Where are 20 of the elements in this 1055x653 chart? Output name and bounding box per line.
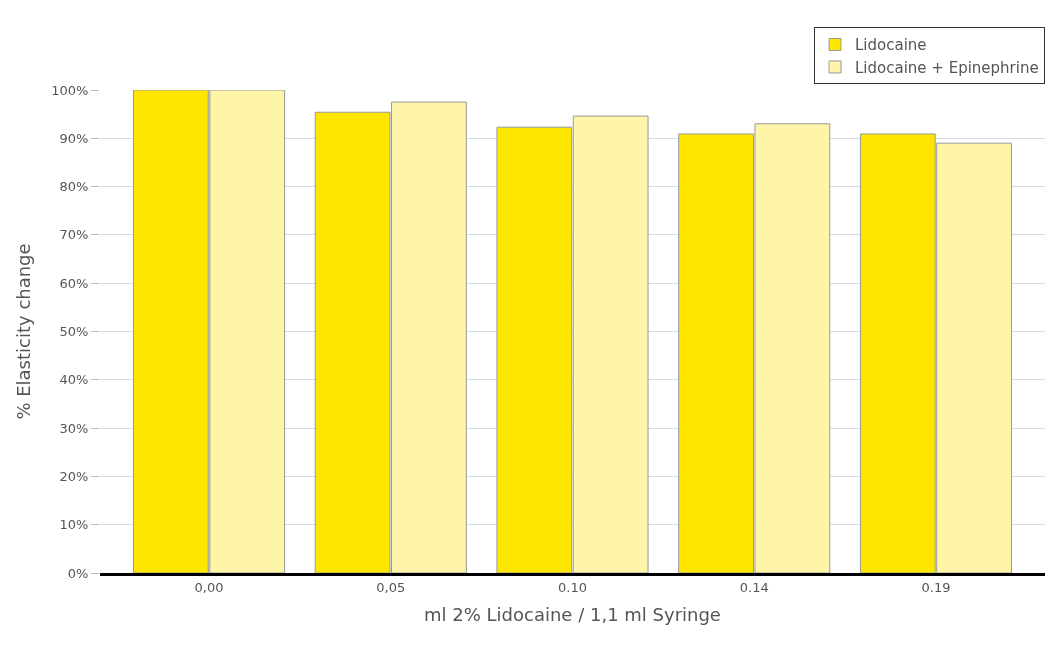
y-tick-label: 50% [59,324,89,340]
y-tick-label: 40% [59,372,89,388]
y-axis-title: % Elasticity change [13,243,35,420]
x-axis-title: ml 2% Lidocaine / 1,1 ml Syringe [424,603,721,625]
x-tick-label: 0,05 [376,579,406,595]
y-tick-label: 80% [59,179,89,195]
y-tick-label: 0% [67,565,89,581]
y-tick-label: 70% [59,227,89,243]
y-tick-label: 30% [59,420,89,436]
x-tick-label: 0.19 [921,579,951,595]
y-tick-label: 10% [59,517,89,533]
y-tick-label: 100% [51,82,89,98]
x-tick-label: 0.10 [558,579,587,595]
legend-label: Lidocaine + Epinephrine [855,58,1039,77]
legend-label: Lidocaine [855,36,927,55]
y-tick-label: 60% [59,275,89,291]
x-tick-label: 0,00 [194,579,224,595]
x-tick-label: 0.14 [739,579,769,595]
y-tick-label: 90% [59,130,89,146]
y-tick-label: 20% [59,468,89,484]
